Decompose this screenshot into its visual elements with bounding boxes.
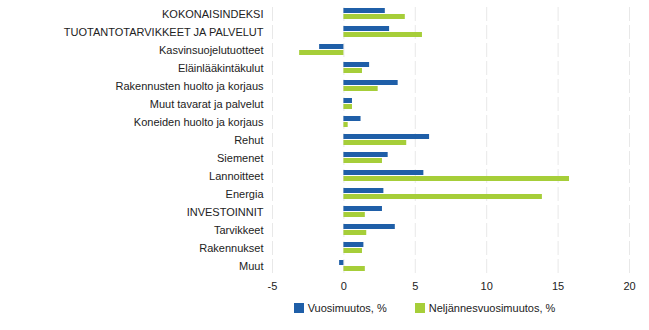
svg-text:Rehut: Rehut bbox=[234, 134, 263, 146]
svg-text:Muut tavarat ja palvelut: Muut tavarat ja palvelut bbox=[150, 98, 264, 110]
svg-text:0: 0 bbox=[341, 280, 347, 292]
svg-text:Siemenet: Siemenet bbox=[217, 152, 263, 164]
html-text:Neljännesvuosimuutos, %: Neljännesvuosimuutos, % bbox=[428, 302, 556, 314]
svg-text:Rakennusten huolto ja korjaus: Rakennusten huolto ja korjaus bbox=[116, 80, 264, 92]
svg-text:Tarvikkeet: Tarvikkeet bbox=[214, 224, 264, 236]
svg-text:Lannoitteet: Lannoitteet bbox=[209, 170, 263, 182]
svg-text:TUOTANTOTARVIKKEET JA PALVELUT: TUOTANTOTARVIKKEET JA PALVELUT bbox=[64, 26, 264, 38]
svg-text:Kasvinsuojelutuotteet: Kasvinsuojelutuotteet bbox=[159, 44, 264, 56]
svg-text:15: 15 bbox=[552, 280, 564, 292]
html-text:Vuosimuutos, %: Vuosimuutos, % bbox=[307, 302, 387, 314]
svg-text:INVESTOINNIT: INVESTOINNIT bbox=[187, 206, 264, 218]
svg-text:20: 20 bbox=[623, 280, 635, 292]
svg-text:5: 5 bbox=[412, 280, 418, 292]
svg-text:Muut: Muut bbox=[239, 260, 263, 272]
svg-text:Eläinlääkintäkulut: Eläinlääkintäkulut bbox=[178, 62, 264, 74]
svg-text:Energia: Energia bbox=[226, 188, 265, 200]
svg-text:KOKONAISINDEKSI: KOKONAISINDEKSI bbox=[162, 8, 263, 20]
svg-text:10: 10 bbox=[481, 280, 493, 292]
svg-text:Rakennukset: Rakennukset bbox=[199, 242, 263, 254]
svg-text:-5: -5 bbox=[268, 280, 278, 292]
svg-text:Koneiden huolto ja korjaus: Koneiden huolto ja korjaus bbox=[134, 116, 264, 128]
